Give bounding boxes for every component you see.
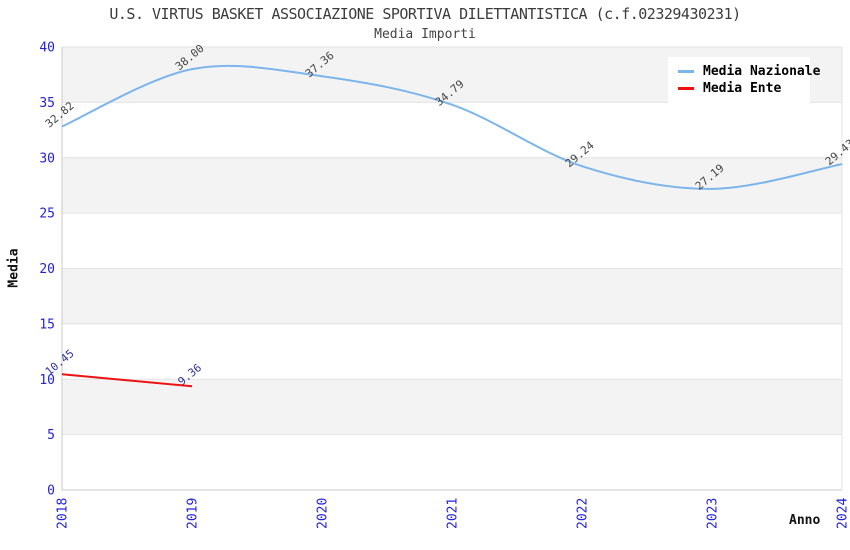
x-axis-title: Anno <box>789 513 821 528</box>
legend-swatch <box>678 87 694 90</box>
x-tick-label: 2024 <box>836 498 850 529</box>
legend-label: Media Ente <box>703 81 782 96</box>
x-tick-label: 2021 <box>446 498 461 529</box>
legend-item-media-nazionale[interactable]: Media Nazionale <box>678 63 820 80</box>
legend-item-media-ente[interactable]: Media Ente <box>678 80 810 97</box>
plot-band <box>62 379 842 435</box>
y-tick-label: 25 <box>39 207 55 222</box>
point-label-media-nazionale: 29.43 <box>823 137 850 168</box>
legend: Media Nazionale Media Ente <box>668 57 820 103</box>
series-line-media-nazionale <box>61 64 843 190</box>
x-tick-label: 2020 <box>316 498 331 529</box>
y-tick-label: 15 <box>39 317 55 332</box>
y-tick-label: 30 <box>39 151 55 166</box>
x-tick-label: 2018 <box>56 498 71 529</box>
y-tick-label: 10 <box>39 373 55 388</box>
y-tick-label: 20 <box>39 262 55 277</box>
chart-title: U.S. VIRTUS BASKET ASSOCIAZIONE SPORTIVA… <box>109 5 741 23</box>
y-tick-label: 35 <box>39 96 55 111</box>
plot-band <box>62 157 842 214</box>
series-line-media-ente <box>61 373 193 388</box>
y-tick-label: 0 <box>47 484 55 499</box>
legend-label: Media Nazionale <box>703 64 821 79</box>
chart-subtitle: Media Importi <box>374 27 476 42</box>
x-tick-label: 2022 <box>576 498 591 529</box>
legend-swatch <box>678 70 694 73</box>
plot-band <box>62 268 842 324</box>
y-tick-label: 40 <box>39 41 55 56</box>
point-label-media-ente: 10.45 <box>43 347 77 378</box>
x-tick-label: 2023 <box>706 498 721 529</box>
y-tick-label: 5 <box>47 428 55 443</box>
x-tick-label: 2019 <box>186 498 201 529</box>
y-axis-title: Media <box>6 248 22 288</box>
